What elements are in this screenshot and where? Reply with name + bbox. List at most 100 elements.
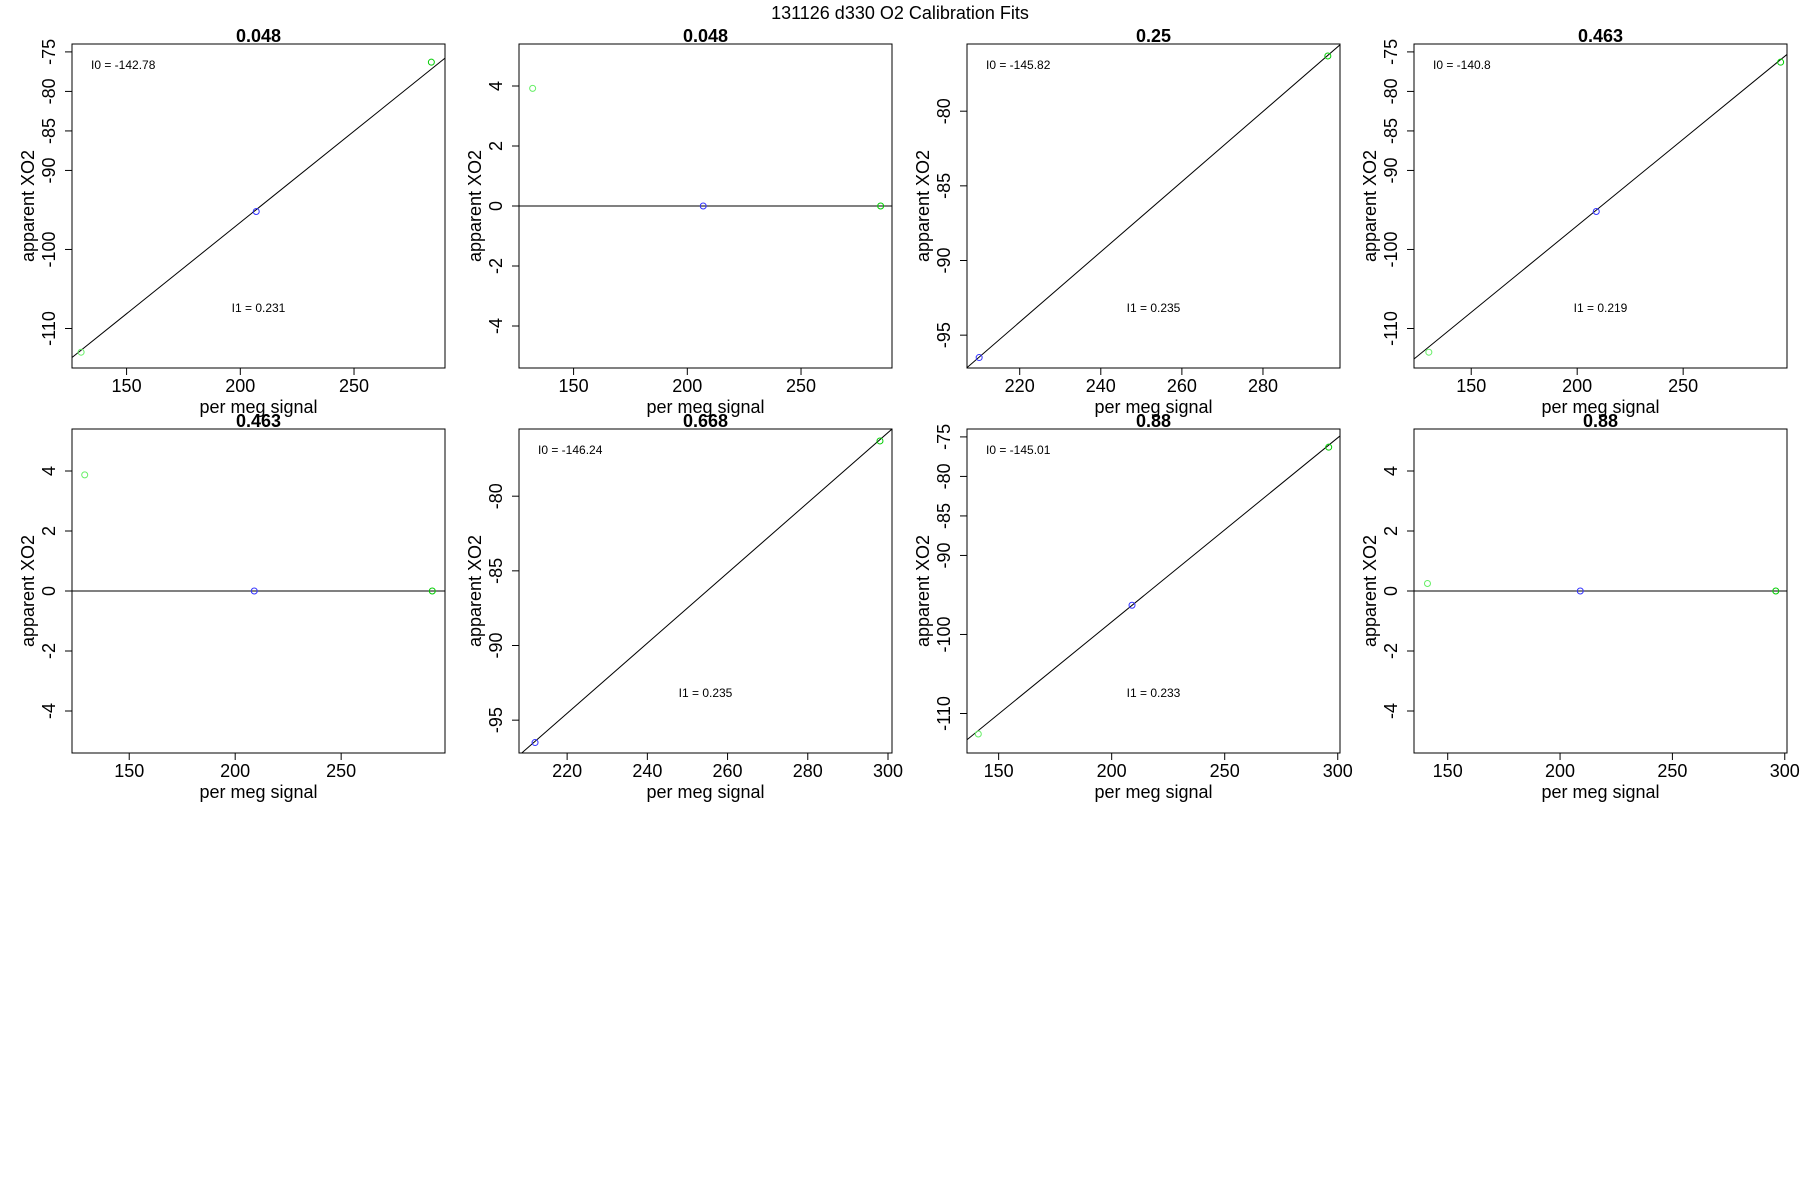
- data-point: [1777, 58, 1785, 66]
- intercept-annotation: I0 = -142.78: [91, 58, 156, 72]
- y-tick-label: -75: [1381, 39, 1401, 65]
- y-tick-label: -85: [486, 558, 506, 584]
- y-axis-label: apparent XO2: [18, 150, 38, 262]
- data-point: [1425, 348, 1433, 356]
- x-tick-label: 260: [713, 761, 743, 781]
- x-tick-label: 200: [1097, 761, 1127, 781]
- x-axis-label: per meg signal: [199, 782, 317, 802]
- x-tick-label: 280: [793, 761, 823, 781]
- x-tick-label: 150: [559, 376, 589, 396]
- x-tick-label: 220: [552, 761, 582, 781]
- y-tick-label: 2: [486, 141, 506, 151]
- y-axis-label: apparent XO2: [1360, 535, 1380, 647]
- x-axis-label: per meg signal: [1094, 397, 1212, 417]
- data-point: [975, 354, 983, 362]
- x-tick-label: 150: [112, 376, 142, 396]
- y-tick-label: -85: [1381, 118, 1401, 144]
- x-tick-label: 250: [1668, 376, 1698, 396]
- panel-title: 0.463: [1578, 26, 1623, 46]
- y-tick-label: -85: [934, 173, 954, 199]
- data-point: [1772, 587, 1780, 595]
- data-point: [1592, 208, 1600, 216]
- intercept-annotation: I0 = -140.8: [1433, 58, 1491, 72]
- slope-annotation: I1 = 0.219: [1574, 301, 1628, 315]
- y-tick-label: -2: [486, 258, 506, 274]
- x-tick-label: 300: [1770, 761, 1800, 781]
- y-tick-label: 2: [39, 526, 59, 536]
- y-tick-label: -2: [39, 643, 59, 659]
- data-point: [974, 730, 982, 738]
- x-tick-label: 250: [326, 761, 356, 781]
- y-axis-label: apparent XO2: [465, 150, 485, 262]
- x-tick-label: 240: [632, 761, 662, 781]
- y-tick-label: -90: [1381, 157, 1401, 183]
- panel-title: 0.048: [683, 26, 728, 46]
- y-tick-label: 4: [39, 466, 59, 476]
- data-point: [699, 202, 707, 210]
- y-tick-label: -100: [934, 616, 954, 652]
- y-tick-label: -80: [486, 483, 506, 509]
- fit-line: [1414, 53, 1787, 360]
- y-tick-label: -110: [1381, 311, 1401, 346]
- y-tick-label: -80: [1381, 78, 1401, 104]
- y-axis-label: apparent XO2: [1360, 150, 1380, 262]
- data-point: [1576, 587, 1584, 595]
- data-point: [77, 348, 85, 356]
- data-point: [252, 208, 260, 216]
- data-point: [427, 58, 435, 66]
- y-tick-label: -4: [1381, 703, 1401, 719]
- panel-6: 0.668 220 240 260 280 300 -80 -85 -90 -95 per meg …: [465, 411, 903, 802]
- y-tick-label: -90: [934, 542, 954, 568]
- y-tick-label: -90: [934, 247, 954, 273]
- figure-title: 131126 d330 O2 Calibration Fits: [771, 3, 1029, 23]
- data-point: [250, 587, 258, 595]
- intercept-annotation: I0 = -146.24: [538, 443, 603, 457]
- data-point: [877, 202, 885, 210]
- panel-title: 0.048: [236, 26, 281, 46]
- panel-1: 0.048 150 200 250 -75 -80 -85 -90 -100 -110 per me…: [18, 26, 446, 417]
- fit-line: [967, 435, 1340, 741]
- data-point: [1324, 52, 1332, 60]
- x-tick-label: 300: [1323, 761, 1353, 781]
- fit-line: [72, 57, 445, 359]
- y-tick-label: -90: [39, 157, 59, 183]
- x-tick-label: 200: [1562, 376, 1592, 396]
- y-tick-label: -75: [39, 39, 59, 65]
- panel-title: 0.668: [683, 411, 728, 431]
- x-tick-label: 240: [1086, 376, 1116, 396]
- y-tick-label: 0: [39, 586, 59, 596]
- x-tick-label: 260: [1167, 376, 1197, 396]
- y-tick-label: -100: [1381, 231, 1401, 267]
- intercept-annotation: I0 = -145.82: [986, 58, 1051, 72]
- x-axis-label: per meg signal: [1094, 782, 1212, 802]
- x-tick-label: 150: [114, 761, 144, 781]
- x-tick-label: 300: [873, 761, 903, 781]
- y-tick-label: -4: [486, 318, 506, 334]
- x-tick-label: 150: [1456, 376, 1486, 396]
- x-tick-label: 250: [1210, 761, 1240, 781]
- x-tick-label: 200: [1545, 761, 1575, 781]
- panel-title: 0.463: [236, 411, 281, 431]
- x-tick-label: 250: [339, 376, 369, 396]
- x-tick-label: 200: [672, 376, 702, 396]
- panel-2: 0.048 150 200 250 4 2 0 -2 -4 per meg signal appar…: [465, 26, 893, 417]
- x-axis-label: per meg signal: [646, 397, 764, 417]
- x-axis-label: per meg signal: [199, 397, 317, 417]
- y-tick-label: -75: [934, 424, 954, 450]
- y-tick-label: -110: [934, 696, 954, 731]
- y-axis-label: apparent XO2: [913, 150, 933, 262]
- data-point: [1128, 601, 1136, 609]
- y-tick-label: 2: [1381, 526, 1401, 536]
- y-tick-label: 4: [1381, 466, 1401, 476]
- y-tick-label: -85: [39, 118, 59, 144]
- plot-frame: [966, 428, 1341, 754]
- panel-8: 0.88 150 200 250 300 4 2 0 -2 -4 per meg signal app…: [1360, 411, 1800, 802]
- panel-7: 0.88 150 200 250 300 -75 -80 -85 -90 -100 -110 per …: [913, 411, 1353, 802]
- y-tick-label: -2: [1381, 643, 1401, 659]
- y-tick-label: 0: [1381, 586, 1401, 596]
- slope-annotation: I1 = 0.235: [679, 686, 733, 700]
- fit-line: [520, 429, 892, 753]
- fit-line: [967, 44, 1340, 368]
